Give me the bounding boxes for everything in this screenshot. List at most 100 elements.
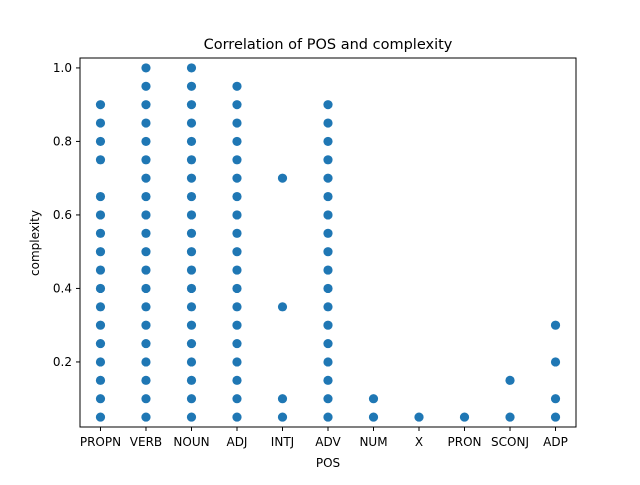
scatter-point [323, 136, 333, 147]
scatter-point [277, 173, 288, 183]
scatter-point [232, 412, 242, 422]
scatter-point [323, 283, 333, 294]
scatter-point [95, 191, 106, 202]
x-axis-ticks: PROPN VERB NOUN ADJ INTJ ADV NUM X PRON SCONJ ADP [80, 427, 568, 449]
scatter-point [323, 173, 333, 183]
scatter-point [232, 302, 242, 312]
x-tick-label: X [415, 435, 423, 449]
scatter-point [323, 320, 333, 330]
x-tick-label: ADJ [226, 435, 247, 449]
scatter-point [141, 210, 151, 220]
scatter-point [550, 357, 561, 367]
scatter-point [141, 338, 151, 349]
x-tick-label: ADV [315, 435, 341, 449]
chart-title: Correlation of POS and complexity [204, 37, 453, 53]
scatter-point [232, 210, 242, 220]
scatter-point [95, 357, 106, 367]
scatter-point [95, 394, 106, 404]
scatter-point [505, 412, 515, 422]
scatter-point [141, 100, 151, 110]
scatter-point [95, 247, 106, 257]
x-tick-label: NOUN [173, 435, 209, 449]
scatter-point [323, 228, 333, 238]
scatter-point [186, 81, 197, 91]
scatter-point [232, 357, 242, 367]
scatter-point [186, 357, 197, 367]
scatter-point [323, 412, 333, 422]
x-tick-label: VERB [130, 435, 162, 449]
scatter-point [232, 173, 242, 183]
scatter-point [141, 265, 151, 275]
scatter-point [232, 375, 242, 385]
scatter-point [186, 100, 197, 110]
scatter-point [95, 210, 106, 220]
scatter-point [141, 81, 151, 91]
scatter-point [186, 247, 197, 257]
scatter-point [95, 375, 106, 385]
scatter-point [323, 265, 333, 275]
x-tick-label: PROPN [80, 435, 121, 449]
x-tick-label: NUM [359, 435, 387, 449]
scatter-point [232, 283, 242, 294]
scatter-point [277, 302, 288, 312]
scatter-point [141, 320, 151, 330]
scatter-point [186, 412, 197, 422]
y-tick-label: 0.2 [53, 355, 72, 369]
scatter-point [277, 412, 288, 422]
scatter-point [186, 118, 197, 128]
scatter-point [141, 412, 151, 422]
scatter-point [95, 412, 106, 422]
scatter-point [232, 136, 242, 147]
scatter-point [95, 302, 106, 312]
scatter-point [277, 394, 288, 404]
scatter-point [141, 247, 151, 257]
scatter-point [323, 155, 333, 165]
scatter-point [186, 173, 197, 183]
scatter-point [550, 412, 561, 422]
y-tick-label: 0.6 [53, 208, 72, 222]
scatter-point [141, 394, 151, 404]
scatter-point [95, 136, 106, 147]
y-tick-label: 0.8 [53, 135, 72, 149]
scatter-point [550, 320, 561, 330]
scatter-point [95, 155, 106, 165]
x-tick-label: PRON [448, 435, 482, 449]
scatter-point [323, 247, 333, 257]
points-layer [95, 63, 561, 422]
scatter-point [232, 265, 242, 275]
scatter-point [141, 357, 151, 367]
scatter-point [95, 320, 106, 330]
scatter-point [141, 118, 151, 128]
scatter-point [186, 394, 197, 404]
scatter-point [232, 247, 242, 257]
scatter-point [186, 210, 197, 220]
scatter-point [141, 302, 151, 312]
scatter-point [323, 338, 333, 349]
scatter-point [141, 63, 151, 73]
scatter-point [141, 136, 151, 147]
scatter-point [232, 338, 242, 349]
scatter-point [368, 412, 379, 422]
scatter-point [232, 394, 242, 404]
scatter-point [95, 100, 106, 110]
scatter-point [232, 100, 242, 110]
scatter-point [141, 283, 151, 294]
scatter-point [323, 118, 333, 128]
scatter-point [323, 210, 333, 220]
scatter-point [550, 394, 561, 404]
x-tick-label: INTJ [271, 435, 294, 449]
scatter-point [141, 173, 151, 183]
scatter-point [232, 228, 242, 238]
scatter-point [323, 100, 333, 110]
scatter-point [186, 283, 197, 294]
scatter-point [186, 155, 197, 165]
scatter-point [186, 320, 197, 330]
scatter-point [323, 302, 333, 312]
x-tick-label: SCONJ [491, 435, 529, 449]
scatter-point [232, 191, 242, 202]
scatter-point [141, 228, 151, 238]
scatter-point [232, 320, 242, 330]
